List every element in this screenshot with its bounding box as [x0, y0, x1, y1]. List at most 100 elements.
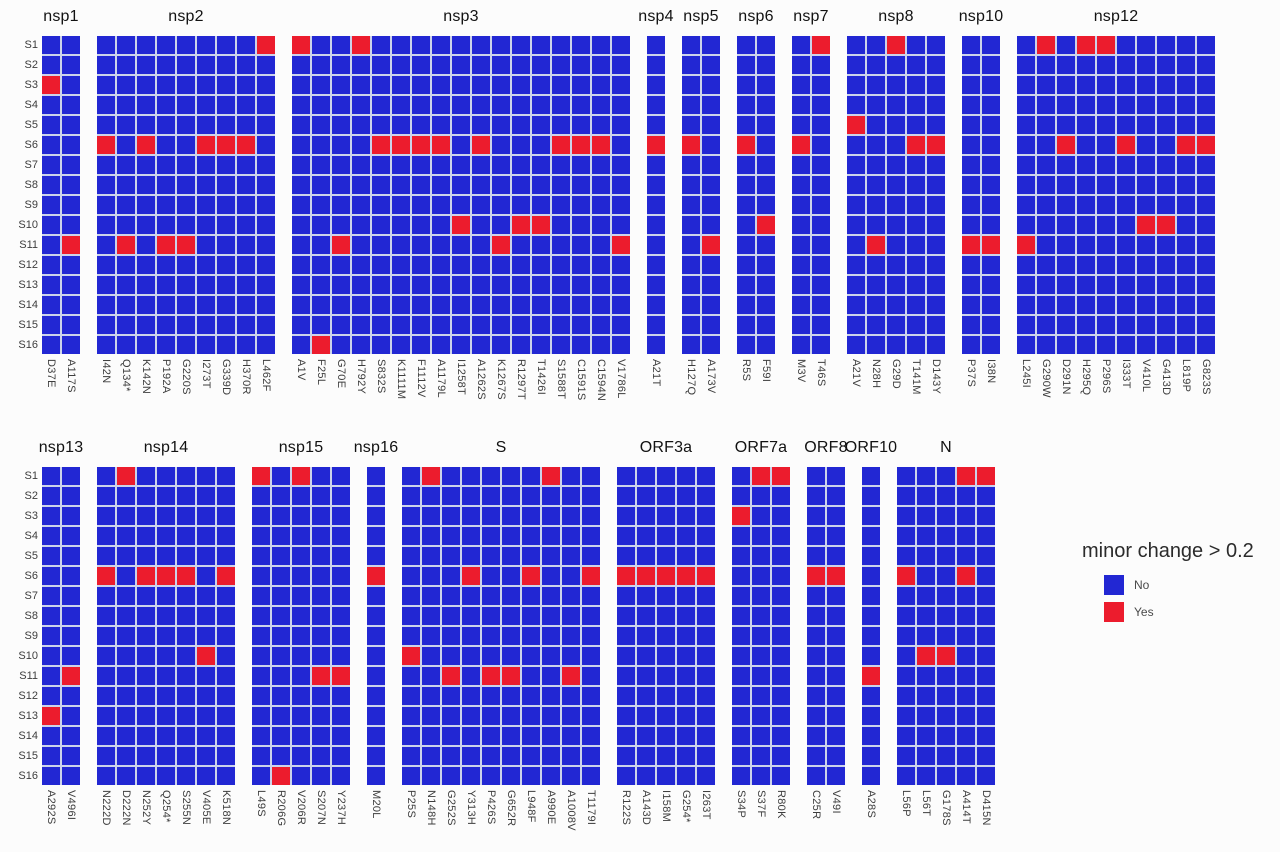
heatmap-cell	[197, 156, 215, 174]
column-label: C1591S	[575, 359, 587, 401]
heatmap-cell	[612, 236, 630, 254]
heatmap-cell	[582, 547, 600, 565]
heatmap-cell	[957, 467, 975, 485]
heatmap-cell	[237, 136, 255, 154]
heatmap-cell	[157, 156, 175, 174]
heatmap-cell	[562, 607, 580, 625]
column-label: K142N	[140, 359, 152, 395]
heatmap-cell	[472, 176, 490, 194]
column-label: M20L	[370, 790, 382, 819]
heatmap-cell	[117, 607, 135, 625]
heatmap-cell	[432, 216, 450, 234]
heatmap-cell	[197, 607, 215, 625]
heatmap-cell	[542, 727, 560, 745]
heatmap-cell	[937, 507, 955, 525]
heatmap-cell	[42, 467, 60, 485]
heatmap-cell	[197, 236, 215, 254]
heatmap-cell	[97, 607, 115, 625]
heatmap-cell	[217, 527, 235, 545]
heatmap-cell	[1017, 316, 1035, 334]
heatmap-cell	[217, 56, 235, 74]
heatmap-cell	[702, 116, 720, 134]
heatmap-cell	[62, 467, 80, 485]
heatmap-cell	[462, 687, 480, 705]
heatmap-cell	[1097, 56, 1115, 74]
column-label: P192A	[160, 359, 172, 394]
heatmap-cell	[492, 36, 510, 54]
heatmap-cell	[42, 216, 60, 234]
heatmap-cell	[732, 607, 750, 625]
heatmap-cell	[117, 36, 135, 54]
heatmap-cell	[117, 747, 135, 765]
heatmap-cell	[737, 196, 755, 214]
heatmap-cell	[512, 76, 530, 94]
heatmap-cell	[1117, 96, 1135, 114]
heatmap-cell	[647, 36, 665, 54]
legend-label: Yes	[1134, 605, 1154, 619]
heatmap-cell	[217, 587, 235, 605]
column-label: D37E	[45, 359, 57, 388]
heatmap-cell	[907, 196, 925, 214]
row-label: S1	[24, 39, 38, 51]
heatmap-cell	[372, 36, 390, 54]
heatmap-cell	[1117, 196, 1135, 214]
heatmap-cell	[1197, 336, 1215, 354]
heatmap-cell	[472, 96, 490, 114]
heatmap-cell	[927, 116, 945, 134]
heatmap-cell	[1017, 336, 1035, 354]
heatmap-cell	[1117, 76, 1135, 94]
heatmap-cell	[157, 527, 175, 545]
heatmap-cell	[392, 196, 410, 214]
heatmap-cell	[42, 767, 60, 785]
heatmap-cell	[332, 507, 350, 525]
heatmap-cell	[702, 156, 720, 174]
heatmap-cell	[332, 687, 350, 705]
heatmap-cell	[217, 507, 235, 525]
heatmap-cell	[737, 136, 755, 154]
heatmap-cell	[897, 767, 915, 785]
heatmap-cell	[847, 216, 865, 234]
heatmap-cell	[702, 76, 720, 94]
heatmap-cell	[827, 747, 845, 765]
heatmap-cell	[582, 487, 600, 505]
heatmap-cell	[352, 56, 370, 74]
heatmap-cell	[252, 727, 270, 745]
column-label: G823S	[1200, 359, 1212, 395]
heatmap-cell	[512, 296, 530, 314]
heatmap-cell	[977, 607, 995, 625]
heatmap-cell	[697, 467, 715, 485]
heatmap-cell	[612, 256, 630, 274]
heatmap-cell	[197, 487, 215, 505]
heatmap-cell	[392, 156, 410, 174]
heatmap-cell	[97, 316, 115, 334]
heatmap-cell	[552, 116, 570, 134]
heatmap-cell	[402, 647, 420, 665]
heatmap-grid-nsp6	[737, 36, 775, 354]
heatmap-cell	[237, 156, 255, 174]
heatmap-cell	[157, 316, 175, 334]
column-label: D143Y	[930, 359, 942, 395]
heatmap-cell	[422, 487, 440, 505]
heatmap-cell	[1077, 176, 1095, 194]
heatmap-cell	[887, 216, 905, 234]
heatmap-cell	[682, 196, 700, 214]
heatmap-cell	[522, 507, 540, 525]
heatmap-cell	[1097, 196, 1115, 214]
heatmap-cell	[257, 196, 275, 214]
heatmap-cell	[117, 256, 135, 274]
column-label: A990E	[545, 790, 557, 825]
heatmap-cell	[257, 176, 275, 194]
heatmap-cell	[502, 767, 520, 785]
heatmap-cell	[292, 767, 310, 785]
row-label: S6	[24, 570, 38, 582]
heatmap-cell	[1137, 56, 1155, 74]
heatmap-cell	[847, 236, 865, 254]
heatmap-cell	[482, 507, 500, 525]
heatmap-cell	[592, 276, 610, 294]
heatmap-cell	[402, 467, 420, 485]
heatmap-cell	[462, 467, 480, 485]
heatmap-cell	[62, 176, 80, 194]
heatmap-cell	[752, 507, 770, 525]
heatmap-cell	[492, 76, 510, 94]
